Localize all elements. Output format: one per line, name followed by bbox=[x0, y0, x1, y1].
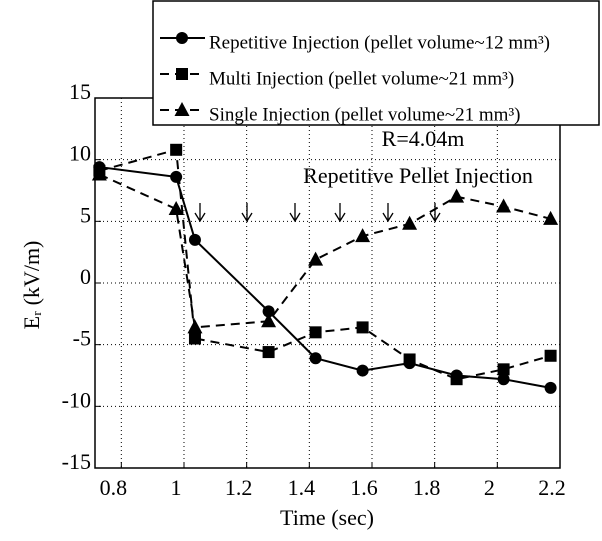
x-tick-label: 0.8 bbox=[100, 475, 128, 500]
x-tick-label: 2 bbox=[484, 475, 495, 500]
y-tick-label: 5 bbox=[80, 202, 91, 227]
marker bbox=[168, 201, 184, 215]
x-tick-label: 1.8 bbox=[413, 475, 441, 500]
marker bbox=[544, 381, 557, 394]
legend-label: Repetitive Injection (pellet volume~12 m… bbox=[209, 32, 550, 53]
legend-box bbox=[152, 0, 600, 126]
annotation: R=4.04m bbox=[382, 126, 465, 151]
marker bbox=[309, 352, 322, 365]
marker bbox=[403, 353, 416, 366]
marker bbox=[262, 305, 275, 318]
y-tick-label: 15 bbox=[69, 79, 91, 104]
marker bbox=[356, 321, 369, 334]
marker bbox=[261, 313, 277, 328]
annotation: Repetitive Pellet Injection bbox=[303, 163, 533, 188]
marker bbox=[544, 349, 557, 362]
y-tick-label: 0 bbox=[80, 264, 91, 289]
x-tick-label: 1.2 bbox=[225, 475, 253, 500]
y-tick-label: -5 bbox=[73, 326, 91, 351]
marker bbox=[187, 319, 203, 334]
legend-label: Multi Injection (pellet volume~21 mm³) bbox=[209, 68, 514, 89]
x-tick-label: 1.6 bbox=[350, 475, 378, 500]
injection-arrows bbox=[194, 203, 441, 223]
y-tick-label: 10 bbox=[69, 141, 91, 166]
y-tick-label: -15 bbox=[62, 449, 91, 474]
marker bbox=[176, 68, 188, 80]
marker bbox=[355, 228, 371, 243]
legend-label: Single Injection (pellet volume~21 mm³) bbox=[209, 104, 520, 125]
marker bbox=[449, 188, 465, 203]
y-tick-label: -10 bbox=[62, 387, 91, 412]
marker bbox=[543, 210, 559, 225]
marker bbox=[308, 251, 324, 266]
marker bbox=[170, 170, 183, 183]
x-tick-label: 1 bbox=[170, 475, 181, 500]
marker bbox=[497, 363, 510, 376]
marker bbox=[188, 233, 201, 246]
series-line bbox=[98, 173, 551, 329]
marker bbox=[450, 373, 463, 386]
marker bbox=[496, 198, 512, 213]
x-tick-label: 2.2 bbox=[538, 475, 566, 500]
y-axis-label: Eᵣ (kV/m) bbox=[19, 241, 44, 330]
marker bbox=[402, 215, 418, 230]
x-tick-label: 1.4 bbox=[288, 475, 316, 500]
marker bbox=[188, 332, 201, 345]
legend: Repetitive Injection (pellet volume~12 m… bbox=[152, 0, 600, 126]
marker bbox=[309, 326, 322, 339]
marker bbox=[174, 102, 190, 116]
marker bbox=[262, 346, 275, 359]
series-line bbox=[99, 166, 551, 389]
marker bbox=[91, 166, 107, 181]
x-axis-label: Time (sec) bbox=[280, 505, 374, 530]
marker bbox=[497, 373, 510, 386]
marker bbox=[170, 143, 183, 156]
series-line bbox=[99, 148, 551, 381]
marker bbox=[356, 364, 369, 377]
marker bbox=[176, 32, 188, 44]
